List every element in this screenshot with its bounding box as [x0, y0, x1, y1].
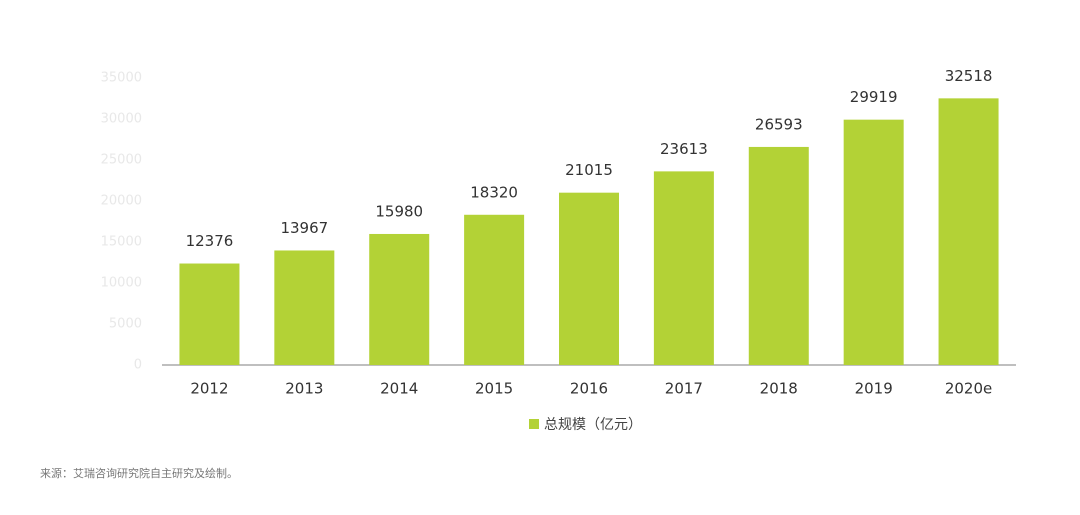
- x-tick-label: 2019: [855, 380, 893, 398]
- data-label: 26593: [755, 115, 803, 133]
- x-tick-label: 2013: [285, 380, 323, 398]
- data-label: 23613: [660, 140, 708, 158]
- data-label: 29919: [850, 88, 898, 106]
- bar: [274, 250, 335, 365]
- data-label: 15980: [375, 202, 423, 220]
- bar: [369, 233, 430, 365]
- y-tick-label: 15000: [101, 235, 142, 250]
- legend-label: 总规模（亿元）: [544, 417, 642, 433]
- data-label: 18320: [470, 183, 518, 201]
- data-label: 32518: [945, 67, 993, 85]
- y-tick-label: 35000: [101, 71, 142, 86]
- x-tick-label: 2016: [570, 380, 608, 398]
- y-tick-label: 0: [134, 358, 142, 373]
- data-label: 21015: [565, 161, 613, 179]
- bar: [464, 214, 525, 365]
- y-tick-label: 5000: [109, 317, 142, 332]
- data-label: 12376: [186, 232, 234, 250]
- y-tick-label: 30000: [101, 112, 142, 127]
- x-tick-label: 2014: [380, 380, 418, 398]
- x-tick-label: 2018: [760, 380, 798, 398]
- x-tick-label: 2015: [475, 380, 513, 398]
- source-note: 来源：艾瑞咨询研究院自主研究及绘制。: [40, 466, 238, 480]
- y-tick-label: 25000: [101, 153, 142, 168]
- bar: [938, 98, 999, 365]
- legend-swatch: [529, 419, 539, 429]
- data-label: 13967: [280, 219, 328, 237]
- x-tick-label: 2012: [190, 380, 228, 398]
- bar: [559, 192, 619, 365]
- bar: [748, 146, 809, 365]
- bar: [653, 171, 714, 365]
- x-tick-label: 2017: [665, 380, 703, 398]
- x-tick-label: 2020e: [945, 380, 992, 398]
- y-tick-label: 20000: [101, 194, 142, 209]
- bar: [179, 263, 240, 365]
- bar: [843, 119, 904, 365]
- y-tick-label: 10000: [101, 276, 142, 291]
